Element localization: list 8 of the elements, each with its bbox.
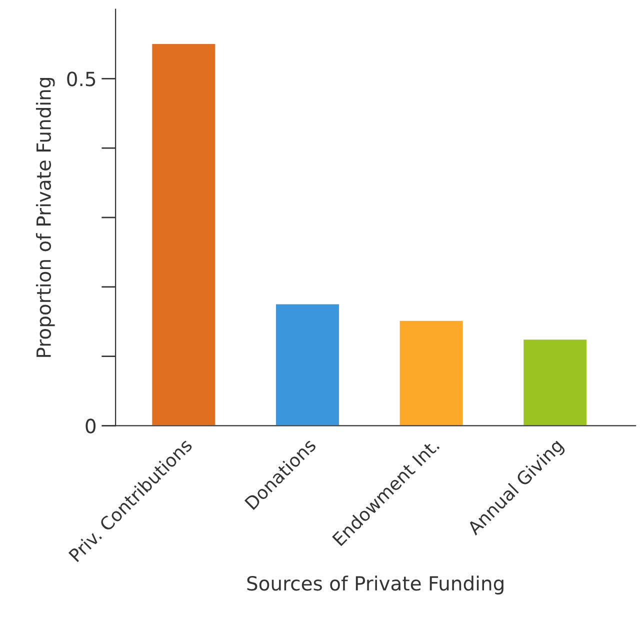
bar: [398, 320, 464, 426]
bar: [150, 42, 217, 426]
y-axis-title: Proportion of Private Funding: [36, 78, 55, 357]
y-tick-label: 0.5: [67, 72, 96, 86]
x-axis-title: Sources of Private Funding: [247, 576, 504, 594]
y-tick-label: 0: [86, 418, 96, 434]
bar: [274, 302, 340, 426]
bar: [522, 338, 588, 426]
